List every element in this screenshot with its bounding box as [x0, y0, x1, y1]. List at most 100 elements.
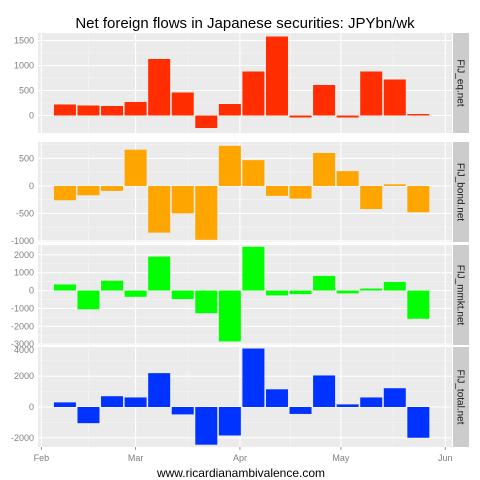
bar [360, 71, 383, 116]
y-tick-label: -2000 [11, 321, 34, 331]
bar [265, 389, 288, 407]
bar [53, 284, 76, 291]
bar [407, 114, 430, 116]
bar [218, 407, 241, 436]
bar [289, 407, 312, 414]
bar [336, 171, 359, 186]
bar [218, 290, 241, 342]
facet-panels: 0 500 1000 1500 FIJ_eq.net -1000 -500 0 500 FIJ_b… [11, 33, 469, 447]
facet-strip-label: FIJ_eq.net [455, 59, 466, 106]
facet-strip-label: FIJ_mmkt.net [455, 265, 466, 326]
bar [124, 290, 147, 297]
bar [360, 288, 383, 291]
facet-strip-label: FIJ_bond.net [455, 163, 466, 222]
x-tick-label: Feb [34, 453, 50, 463]
chart-title: Net foreign flows in Japanese securities… [75, 15, 415, 32]
facet-strip [453, 347, 469, 447]
bar [148, 373, 171, 407]
bar [383, 388, 406, 407]
x-tick-label: Jun [438, 453, 453, 463]
bar [265, 36, 288, 116]
bar [171, 290, 194, 300]
bar [360, 185, 383, 210]
bar [101, 185, 124, 191]
bar [124, 149, 147, 186]
bar [265, 290, 288, 296]
panel-fij-mmkt-net: -3000 -2000 -1000 0 1000 2000 FIJ_mmkt.net [11, 245, 469, 349]
bar [313, 275, 336, 291]
bar [218, 145, 241, 186]
y-tick-label: -1000 [11, 303, 34, 313]
bar [336, 404, 359, 407]
facet-strip [453, 245, 469, 345]
bar [77, 185, 100, 196]
bar [53, 185, 76, 201]
bar [101, 396, 124, 407]
bar [336, 290, 359, 294]
bar [124, 102, 147, 116]
bar [383, 79, 406, 116]
y-tick-label: -500 [16, 208, 34, 218]
bar [171, 92, 194, 116]
bar [171, 185, 194, 214]
bar [195, 115, 218, 128]
bar [407, 290, 430, 319]
bar [242, 160, 265, 186]
bar [313, 85, 336, 116]
bar [101, 106, 124, 116]
y-tick-label: -1000 [11, 236, 34, 246]
bar [265, 185, 288, 196]
bar [124, 397, 147, 407]
y-tick-label: 1000 [14, 268, 34, 278]
bar [407, 407, 430, 438]
panel-fij-bond-net: -1000 -500 0 500 FIJ_bond.net [11, 142, 469, 246]
bar [360, 397, 383, 407]
bar [383, 281, 406, 291]
chart-caption: www.ricardianambivalence.com [156, 466, 325, 480]
bar [336, 115, 359, 118]
facet-strip [453, 33, 469, 133]
y-tick-label: 500 [19, 153, 34, 163]
facet-strip [453, 142, 469, 242]
bar [242, 71, 265, 116]
bar [242, 246, 265, 291]
bar [53, 402, 76, 407]
facet-strip-label: FIJ_total.net [455, 369, 466, 424]
bar [195, 407, 218, 445]
bar [242, 348, 265, 407]
bar [407, 185, 430, 213]
y-tick-label: -3000 [11, 339, 34, 349]
y-tick-label: -2000 [11, 433, 34, 443]
bar [289, 115, 312, 118]
bar [195, 185, 218, 240]
bar [313, 152, 336, 186]
bar [77, 407, 100, 424]
bar [101, 280, 124, 291]
y-tick-label: 1500 [14, 36, 34, 46]
bar [148, 59, 171, 116]
panel-fij-eq-net: 0 500 1000 1500 FIJ_eq.net [14, 33, 469, 133]
bar [383, 184, 406, 186]
bar [289, 290, 312, 295]
bar [77, 105, 100, 116]
y-tick-label: 500 [19, 86, 34, 96]
y-tick-label: 4000 [14, 345, 34, 355]
x-tick-label: May [332, 453, 350, 463]
bar [148, 256, 171, 291]
bar [171, 407, 194, 415]
x-tick-label: Mar [128, 453, 144, 463]
x-tick-label: Apr [233, 453, 247, 463]
y-tick-label: 0 [29, 111, 34, 121]
y-tick-label: 0 [29, 402, 34, 412]
bar [148, 185, 171, 233]
y-tick-label: 0 [29, 181, 34, 191]
bar [218, 104, 241, 116]
y-tick-label: 1000 [14, 61, 34, 71]
bar [77, 290, 100, 310]
panel-fij-total-net: -2000 0 2000 4000 FIJ_total.net [11, 345, 469, 447]
bar [53, 104, 76, 116]
x-axis: Feb Mar Apr May Jun [34, 447, 453, 463]
y-tick-label: 0 [29, 286, 34, 296]
y-tick-label: 2000 [14, 250, 34, 260]
